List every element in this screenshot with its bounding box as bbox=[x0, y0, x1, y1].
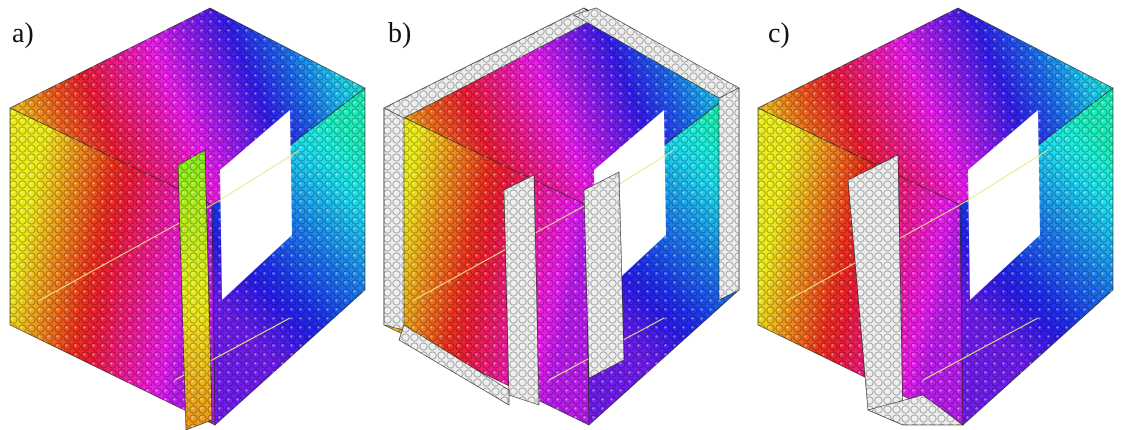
cube-left-face bbox=[9, 107, 216, 426]
white-frame-pillar bbox=[503, 174, 540, 406]
spin-texture-cube-b bbox=[383, 7, 740, 426]
cube-right-face bbox=[211, 87, 366, 426]
white-frame-left bbox=[383, 97, 405, 331]
panel-label-c: c) bbox=[768, 18, 790, 49]
wireframe-edge bbox=[39, 149, 301, 301]
spin-texture-cube-a bbox=[9, 7, 366, 430]
white-frame-right bbox=[718, 87, 740, 301]
panel-label-a: a) bbox=[12, 18, 34, 49]
white-bar-bottom bbox=[867, 394, 964, 426]
panel-label-b: b) bbox=[388, 18, 412, 49]
spin-texture-cube-c bbox=[757, 7, 1114, 426]
white-frame-mid bbox=[583, 171, 625, 379]
cube-front-pillar bbox=[177, 149, 213, 430]
panel-c: c) bbox=[748, 0, 1122, 430]
cube-right-face bbox=[959, 87, 1114, 426]
wireframe-edge bbox=[787, 149, 1049, 301]
white-frame-bottom bbox=[398, 324, 510, 406]
window-opening bbox=[968, 110, 1040, 300]
panel-a: a) bbox=[0, 0, 374, 430]
wireframe-edge bbox=[922, 317, 1039, 381]
window-opening bbox=[220, 110, 292, 300]
panel-b: b) bbox=[374, 0, 748, 430]
